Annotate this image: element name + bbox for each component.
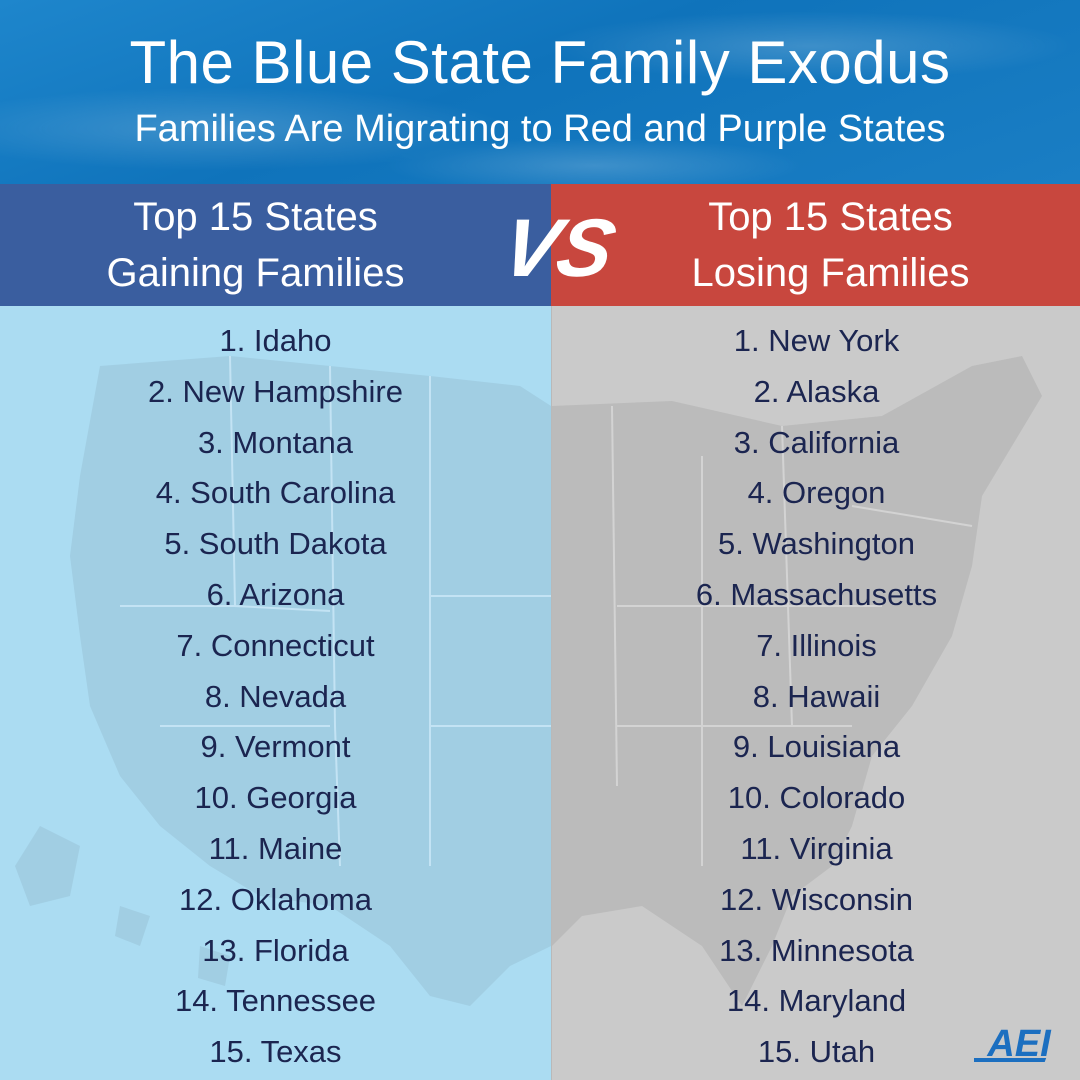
losing-panel: 1. New York 2. Alaska 3. California 4. O… [551, 306, 1080, 1080]
losing-list-item: 15. Utah [757, 1034, 876, 1070]
gaining-header-line2: Gaining Families [106, 251, 405, 295]
losing-list-item: 7. Illinois [756, 627, 877, 663]
us-map-east-silhouette [552, 356, 1042, 1006]
losing-list-item: 12. Wisconsin [720, 881, 913, 917]
gaining-list-item: 15. Texas [209, 1034, 342, 1070]
losing-list-item: 2. Alaska [753, 373, 880, 409]
page-subtitle: Families Are Migrating to Red and Purple… [134, 108, 946, 150]
gaining-list-item: 1. Idaho [219, 323, 332, 358]
losing-list-item: 8. Hawaii [752, 678, 881, 714]
title-banner: The Blue State Family Exodus Families Ar… [0, 0, 1080, 184]
losing-header: Top 15 States Losing Families [551, 184, 1080, 306]
gaining-list-item: 3. Montana [197, 424, 354, 460]
gaining-list-item: 14. Tennessee [174, 983, 377, 1019]
gaining-panel: 1. Idaho 2. New Hampshire 3. Montana 4. … [0, 306, 551, 1080]
losing-list-item: 4. Oregon [747, 475, 886, 511]
gaining-list-item: 9. Vermont [200, 729, 351, 765]
gaining-list-item: 13. Florida [202, 932, 349, 968]
gaining-list-item: 2. New Hampshire [148, 373, 403, 409]
banner-texture [0, 0, 1080, 184]
losing-list-item: 9. Louisiana [732, 729, 901, 765]
gaining-list-item: 4. South Carolina [155, 475, 396, 511]
gaining-header: Top 15 States Gaining Families [0, 184, 551, 306]
us-map-west-silhouette [15, 355, 551, 1006]
losing-list-item: 3. California [733, 424, 900, 460]
gaining-list-item: 10. Georgia [194, 780, 357, 816]
gaining-list-item: 5. South Dakota [164, 526, 387, 562]
aei-logo: AEI [974, 1023, 1052, 1064]
gaining-list-item: 6. Arizona [206, 576, 345, 612]
aei-logo-text: AEI [986, 1023, 1052, 1064]
losing-list-item: 1. New York [733, 323, 900, 358]
page-title: The Blue State Family Exodus [129, 29, 951, 96]
losing-list-item: 11. Virginia [740, 830, 893, 866]
losing-list-item: 10. Colorado [727, 780, 906, 816]
gaining-list-item: 7. Connecticut [176, 627, 375, 663]
losing-list-item: 14. Maryland [726, 983, 907, 1019]
losing-list: 1. New York 2. Alaska 3. California 4. O… [552, 316, 1080, 1078]
gaining-list-item: 8. Nevada [204, 678, 347, 714]
losing-header-line1: Top 15 States [708, 195, 953, 239]
losing-header-line2: Losing Families [691, 251, 970, 295]
gaining-header-line1: Top 15 States [133, 195, 378, 239]
gaining-list: 1. Idaho 2. New Hampshire 3. Montana 4. … [0, 316, 551, 1078]
gaining-list-item: 11. Maine [208, 830, 343, 866]
gaining-list-item: 12. Oklahoma [179, 881, 372, 917]
vs-mark: VS [494, 202, 620, 290]
losing-list-item: 6. Massachusetts [695, 576, 938, 612]
losing-list-item: 5. Washington [717, 526, 916, 562]
vs-label: VS [494, 202, 620, 290]
losing-list-item: 13. Minnesota [719, 932, 914, 968]
